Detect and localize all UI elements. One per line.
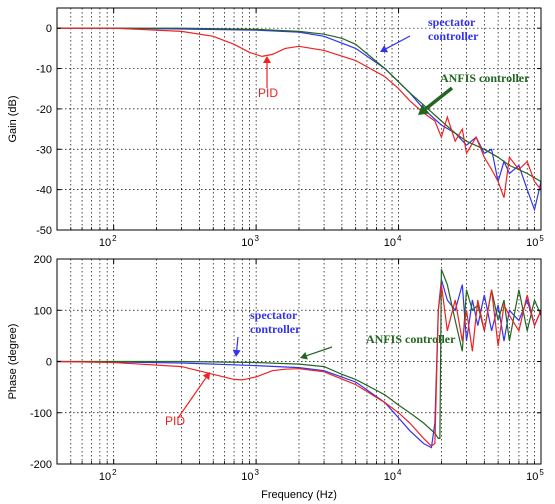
gain-panel: 0 -10 -20 -30 -40 -50 102 103 104 105 Gain (dB) spe… (7, 7, 544, 249)
annotation-arrow (385, 35, 411, 50)
y-tick-label: -100 (30, 408, 52, 420)
series-line-spectator-controller (57, 279, 541, 449)
series-line-anfis-controller (57, 269, 541, 439)
annotation-arrowhead (300, 351, 308, 360)
x-tick-label: 103 (241, 468, 259, 483)
annotation-label: spectator (250, 308, 298, 322)
x-tick-label: 103 (241, 234, 259, 249)
annotation-label: spectator (428, 15, 476, 29)
y-tick-label: -10 (36, 64, 52, 76)
series-line-pid (57, 284, 541, 447)
series-line-pid (57, 27, 541, 198)
series-group (57, 27, 541, 212)
annotation-label: ANFIS controller (440, 71, 530, 85)
annotation-label: controller (250, 322, 301, 336)
annotation-label: PID (258, 86, 278, 100)
annotation-arrow (424, 86, 454, 111)
annotation-label: ANFIS controller (366, 332, 456, 346)
annotation-label: PID (165, 414, 185, 428)
x-axis-label: Frequency (Hz) (261, 489, 337, 501)
x-tick-label: 104 (384, 468, 402, 483)
y-tick-label: -30 (36, 144, 52, 156)
y-axis-label: Gain (dB) (7, 95, 19, 142)
series-line-spectator-controller (57, 27, 541, 212)
y-tick-label: 100 (34, 305, 52, 317)
annotation-arrow (177, 377, 207, 419)
x-tick-label: 104 (384, 234, 402, 249)
y-tick-label: -20 (36, 104, 52, 116)
y-tick-label: -40 (36, 185, 52, 197)
annotation-arrowhead (380, 45, 389, 53)
annotation-arrow (306, 346, 333, 357)
series-line-anfis-controller (57, 27, 541, 183)
annotation-arrowhead (202, 372, 210, 381)
y-tick-label: 0 (46, 23, 52, 35)
phase-panel: 200 100 0 -100 -200 102 103 104 105 Phase (degree… (7, 254, 544, 501)
annotation-arrowhead (232, 349, 241, 357)
x-tick-label: 102 (99, 468, 117, 483)
x-tick-label: 105 (526, 234, 544, 249)
series-group (57, 269, 541, 449)
y-tick-label: -50 (36, 225, 52, 237)
x-tick-label: 102 (99, 234, 117, 249)
y-tick-label: -200 (30, 459, 52, 471)
annotation-arrowhead (263, 56, 271, 63)
annotation-arrowhead (418, 104, 430, 115)
annotation-arrow (236, 336, 239, 351)
x-tick-label: 105 (526, 468, 544, 483)
y-axis-label: Phase (degree) (7, 324, 19, 400)
y-tick-label: 0 (46, 357, 52, 369)
y-tick-label: 200 (34, 254, 52, 266)
annotation-label: controller (428, 29, 479, 43)
